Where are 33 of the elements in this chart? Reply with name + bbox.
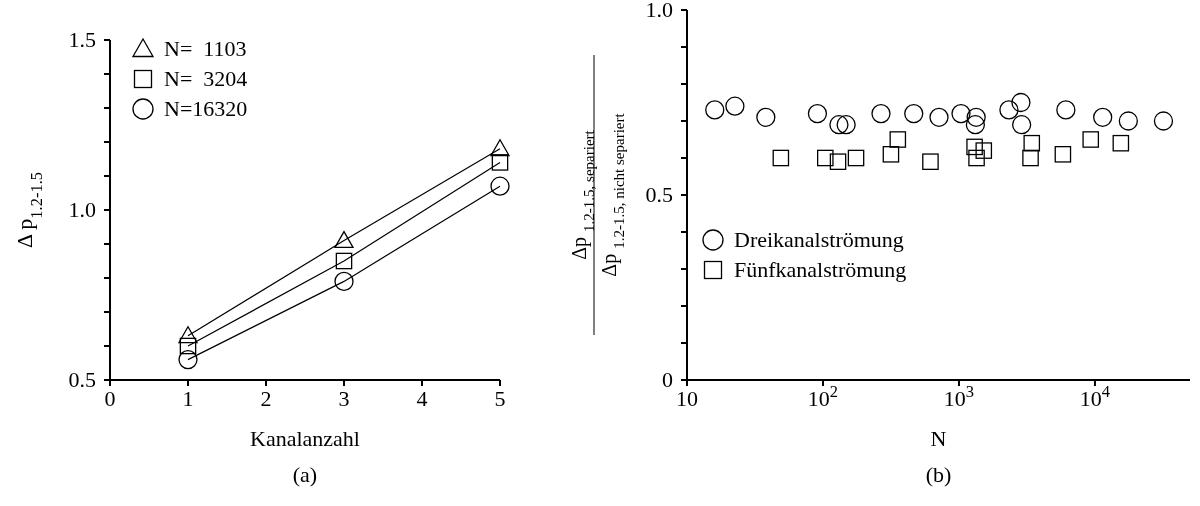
legend-label: Dreikanalströmung <box>734 227 904 253</box>
point <box>334 271 354 292</box>
legend-label: N=16320 <box>164 96 248 122</box>
text: (a) <box>291 462 319 488</box>
x-tick-label: 10$^{4}$ <box>1079 381 1111 411</box>
point <box>491 154 509 171</box>
point <box>179 337 197 355</box>
x-tick-label: 10 <box>676 386 698 411</box>
legend-label: N= 1103 <box>164 36 247 62</box>
point <box>178 349 198 370</box>
x-tick-label: 0 <box>104 386 116 411</box>
y-tick-label: 1.0 <box>645 0 673 22</box>
x-tick-label: 4 <box>416 386 428 411</box>
point <box>178 326 198 344</box>
x-axis-title: Kanalanzahl <box>250 426 360 451</box>
x-axis-title: N <box>930 426 947 451</box>
x-tick-label: 10$^{3}$ <box>943 381 975 411</box>
x-tick-label: 2 <box>260 386 272 411</box>
y-tick-label: 1.5 <box>68 27 96 52</box>
legend-label: N= 3204 <box>164 66 248 92</box>
x-tick-label: 1 <box>182 386 194 411</box>
x-tick-label: 3 <box>338 386 350 411</box>
point <box>334 230 354 248</box>
x-tick-label: 5 <box>494 386 506 411</box>
text: (b) <box>924 462 953 488</box>
text: 0.5 <box>645 182 673 207</box>
point <box>335 252 353 270</box>
y-tick-label: 1.0 <box>68 197 96 222</box>
point <box>490 176 510 196</box>
point <box>490 139 510 157</box>
text: 0.5 <box>68 367 96 392</box>
x-tick-label: 10$^{2}$ <box>807 381 839 411</box>
legend-label: Fünfkanalströmung <box>734 257 907 283</box>
